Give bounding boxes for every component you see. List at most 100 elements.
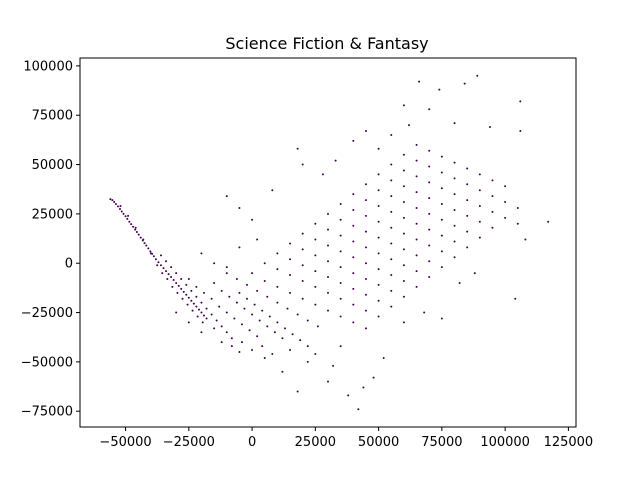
scatter-point	[111, 199, 114, 202]
scatter-point	[286, 307, 289, 310]
scatter-point	[145, 244, 148, 247]
scatter-point	[233, 317, 236, 320]
scatter-point	[314, 303, 317, 306]
scatter-point	[266, 295, 269, 298]
scatter-point	[364, 309, 367, 312]
scatter-point	[516, 206, 519, 209]
scatter-point	[181, 297, 184, 300]
scatter-point	[339, 266, 342, 269]
scatter-point	[519, 100, 522, 103]
scatter-point	[306, 319, 309, 322]
scatter-point	[128, 220, 131, 223]
scatter-point	[186, 303, 189, 306]
scatter-point	[220, 325, 223, 328]
x-tick-label: 0	[248, 435, 256, 450]
scatter-point	[339, 297, 342, 300]
scatter-point	[466, 167, 469, 170]
scatter-point	[402, 153, 405, 156]
scatter-point	[197, 308, 200, 311]
scatter-point	[187, 278, 190, 281]
scatter-point	[519, 130, 522, 133]
scatter-point	[440, 218, 443, 221]
scatter-point	[377, 173, 380, 176]
scatter-point	[415, 270, 418, 273]
scatter-point	[478, 189, 481, 192]
scatter-point	[402, 216, 405, 219]
x-tick-label: 25000	[295, 435, 336, 450]
scatter-point	[213, 327, 216, 330]
scatter-point	[415, 238, 418, 241]
scatter-point	[200, 331, 203, 334]
scatter-point	[149, 252, 152, 255]
chart-title: Science Fiction & Fantasy	[225, 34, 428, 53]
scatter-point	[185, 283, 188, 286]
scatter-point	[109, 198, 112, 201]
scatter-point	[390, 179, 393, 182]
scatter-point	[357, 408, 360, 411]
scatter-point	[230, 337, 233, 340]
scatter-point	[390, 258, 393, 261]
scatter-point	[162, 267, 165, 270]
scatter-point	[440, 266, 443, 269]
scatter-point	[339, 203, 342, 206]
scatter-point	[238, 351, 241, 354]
scatter-point	[377, 252, 380, 255]
scatter-point	[301, 248, 304, 251]
scatter-point	[256, 289, 259, 292]
scatter-point	[258, 319, 261, 322]
scatter-point	[377, 204, 380, 207]
y-tick-label: 100000	[23, 59, 73, 74]
scatter-point	[402, 201, 405, 204]
scatter-point	[114, 203, 117, 206]
scatter-point	[126, 217, 129, 220]
scatter-point	[327, 212, 329, 215]
scatter-point	[113, 201, 116, 204]
scatter-point	[440, 317, 443, 320]
scatter-point	[332, 364, 335, 367]
scatter-point	[143, 242, 146, 245]
scatter-point	[215, 319, 218, 322]
scatter-point	[251, 313, 254, 316]
scatter-point	[261, 345, 264, 348]
scatter-point	[225, 272, 228, 275]
scatter-point	[402, 232, 405, 235]
y-axis: −75000 −50000 −25000 0 25000 50000 75000 100000	[21, 59, 80, 420]
scatter-point	[192, 302, 195, 305]
y-tick-label: −75000	[21, 405, 73, 420]
scatter-point	[390, 195, 393, 198]
scatter-point	[478, 173, 481, 176]
scatter-point	[251, 272, 254, 275]
scatter-point	[364, 293, 367, 296]
scatter-point	[213, 262, 216, 265]
scatter-point	[314, 352, 317, 355]
scatter-point	[135, 231, 138, 234]
scatter-point	[187, 296, 190, 299]
scatter-point	[547, 220, 550, 223]
scatter-point	[291, 333, 294, 336]
scatter-point	[327, 291, 329, 294]
scatter-point	[289, 242, 292, 245]
scatter-point	[271, 352, 274, 355]
scatter-point	[418, 80, 421, 83]
scatter-point	[453, 177, 456, 180]
scatter-point	[159, 254, 162, 257]
scatter-point	[213, 281, 216, 284]
scatter-point	[251, 218, 254, 221]
scatter-point	[364, 262, 367, 265]
scatter-point	[415, 159, 418, 162]
scatter-point	[172, 278, 175, 281]
scatter-point	[428, 228, 431, 231]
scatter-point	[327, 380, 329, 383]
scatter-point	[157, 261, 160, 264]
plot-frame	[79, 57, 577, 428]
scatter-point	[276, 285, 279, 288]
scatter-point	[289, 274, 292, 277]
scatter-point	[159, 264, 162, 267]
scatter-point	[347, 394, 350, 397]
y-tick-label: −50000	[21, 355, 73, 370]
scatter-point	[339, 315, 342, 318]
scatter-point	[440, 203, 443, 206]
scatter-point	[440, 234, 443, 237]
scatter-point	[402, 295, 405, 298]
scatter-point	[352, 287, 355, 290]
